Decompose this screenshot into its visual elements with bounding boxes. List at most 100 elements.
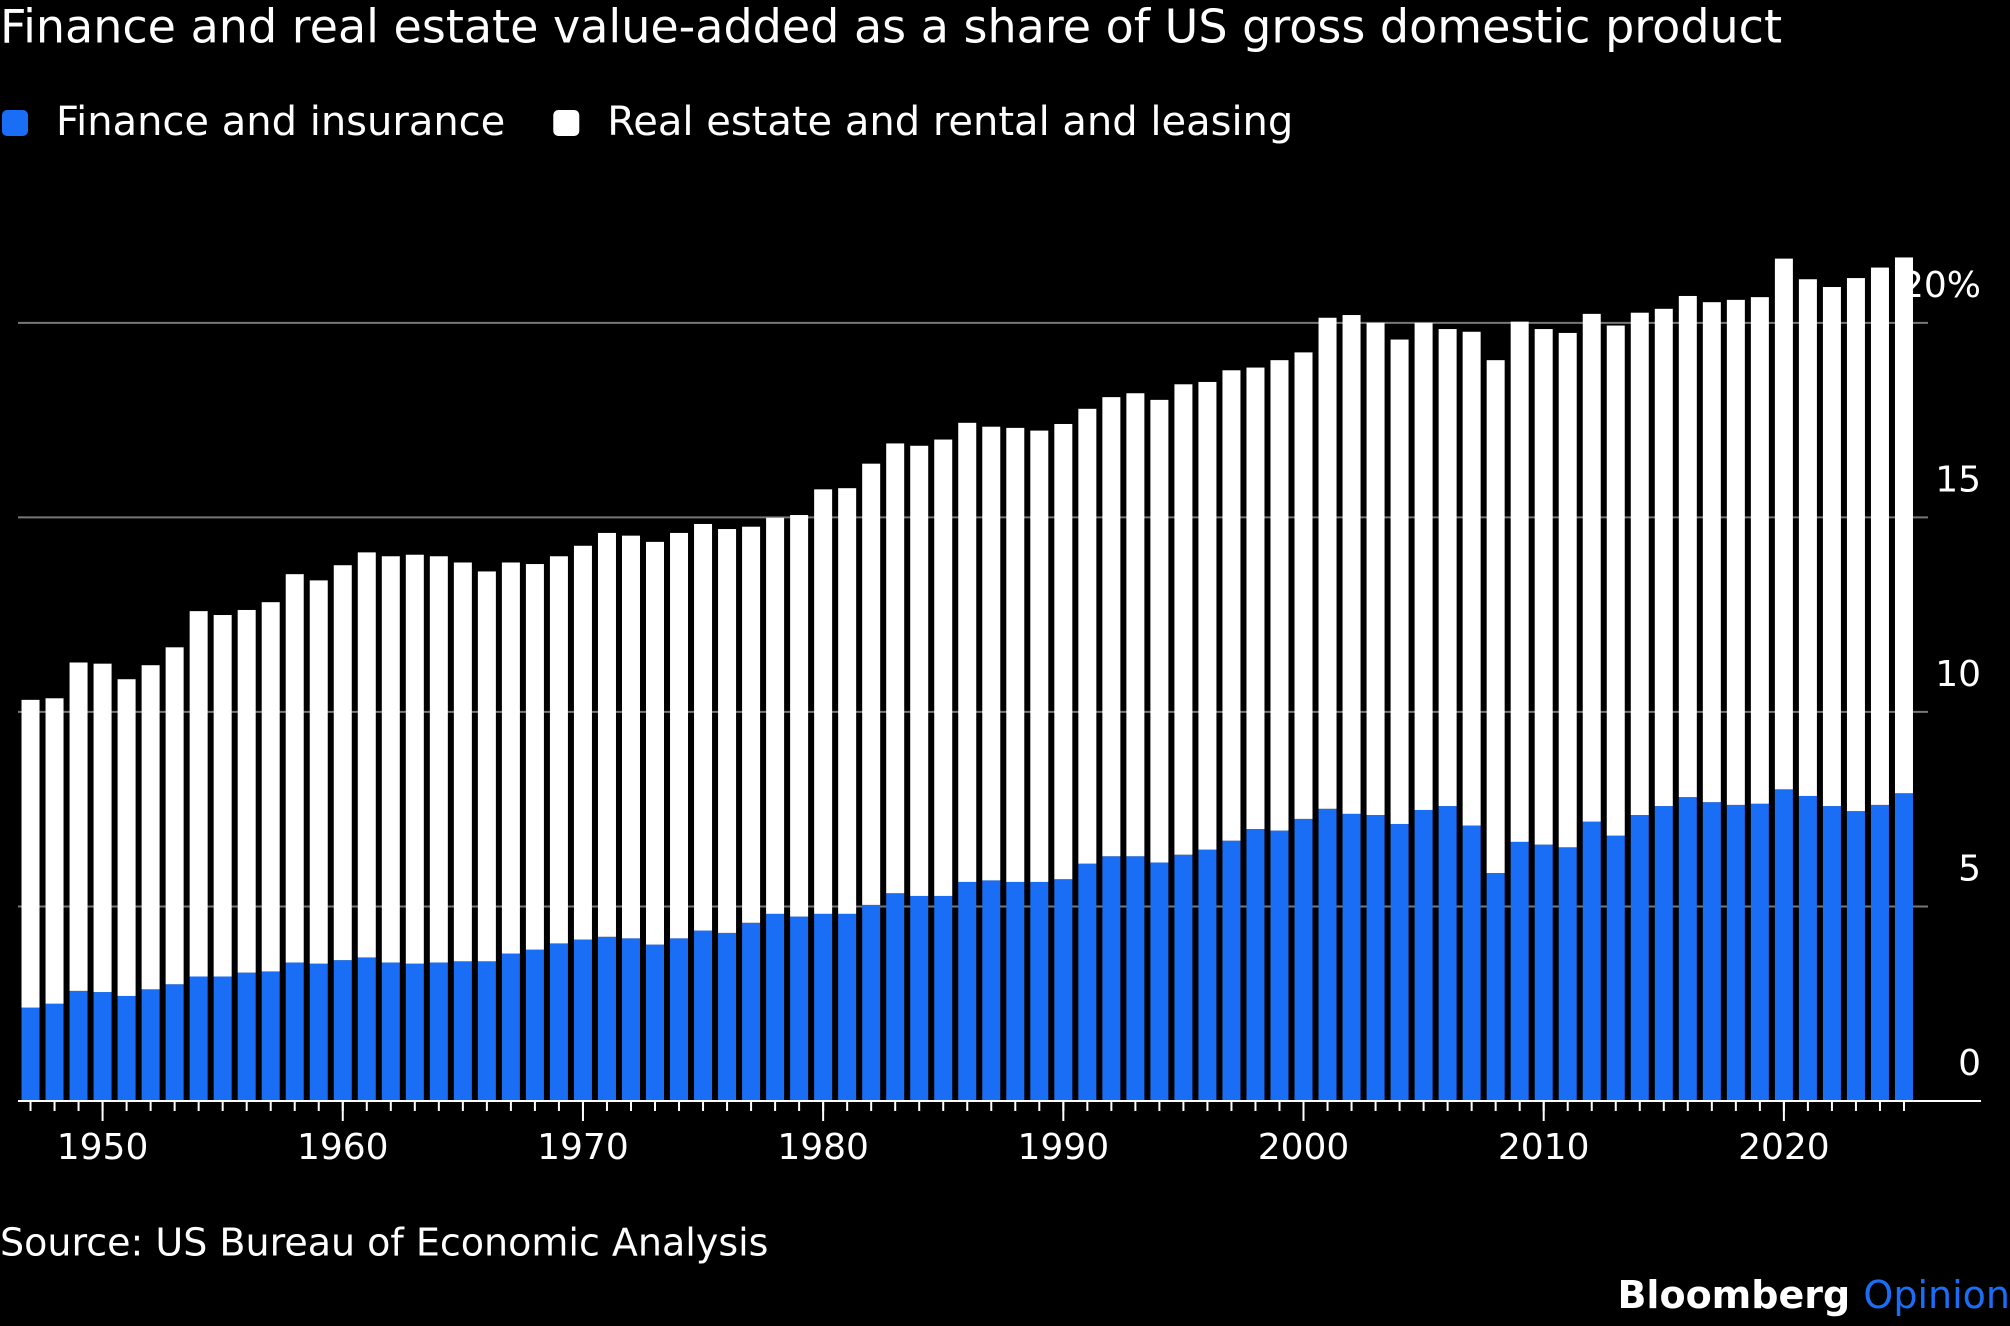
bar-segment <box>1030 430 1049 882</box>
bar-segment <box>1462 331 1481 826</box>
bar-segment <box>525 949 544 1101</box>
bar-segment <box>93 663 112 993</box>
bar-segment <box>934 895 953 1101</box>
bar-segment <box>1174 384 1193 855</box>
bar-segment <box>910 445 929 896</box>
bar-segment <box>1006 881 1025 1101</box>
bar-segment <box>886 443 905 894</box>
bar-segment <box>838 488 857 914</box>
bar-segment <box>333 960 352 1101</box>
bar-segment <box>357 552 376 958</box>
bar-segment <box>1246 367 1265 830</box>
bar-segment <box>621 535 640 939</box>
bar-segment <box>1486 872 1505 1101</box>
brand-name: Bloomberg <box>1617 1273 1850 1317</box>
bar-segment <box>1342 813 1361 1101</box>
bar-segment <box>1630 815 1649 1101</box>
legend-swatch <box>553 110 580 136</box>
bar-segment <box>670 532 689 939</box>
source: Source: US Bureau of Economic Analysis <box>0 1221 768 1265</box>
bar-segment <box>1126 393 1145 857</box>
x-tick-label: 2000 <box>1258 1127 1350 1168</box>
bar-segment <box>213 615 232 977</box>
bar-segment <box>862 463 881 905</box>
legend-swatch <box>2 110 28 136</box>
bar-segment <box>1654 308 1673 807</box>
bar-segment <box>1654 806 1673 1101</box>
bar-segment <box>501 953 520 1101</box>
bar-segment <box>958 881 977 1101</box>
bar-segment <box>1678 295 1697 798</box>
bar-segment <box>1294 352 1313 819</box>
bar-segment <box>381 556 400 963</box>
bar-segment <box>1678 797 1697 1101</box>
bar-segment <box>1174 854 1193 1101</box>
bar-segment <box>1150 399 1169 863</box>
bar-segment <box>237 609 256 973</box>
bar-segment <box>1582 313 1601 822</box>
y-tick-label: 10 <box>1935 654 1981 695</box>
brand-sub: Opinion <box>1863 1273 2010 1317</box>
bar-segment <box>790 916 809 1101</box>
y-tick-label: 5 <box>1958 848 1981 889</box>
bar-segment <box>766 913 785 1101</box>
bar-segment <box>285 574 304 963</box>
bar-segment <box>285 962 304 1101</box>
x-tick-label: 1960 <box>297 1127 389 1168</box>
bar-segment <box>1774 789 1793 1101</box>
bar-segment <box>742 526 761 923</box>
bar-segment <box>1822 806 1841 1101</box>
bar-segment <box>1270 360 1289 831</box>
bar-segment <box>1438 329 1457 807</box>
bar-segment <box>1270 830 1289 1101</box>
bar-segment <box>357 957 376 1101</box>
bar-segment <box>429 962 448 1101</box>
bar-segment <box>1798 279 1817 796</box>
bar-segment <box>1222 840 1241 1101</box>
bar-segment <box>1534 844 1553 1101</box>
bar-segment <box>670 938 689 1101</box>
bar-segment <box>1318 317 1337 809</box>
bar-segment <box>1366 815 1385 1101</box>
bar-segment <box>165 984 184 1101</box>
bar-segment <box>1846 278 1865 812</box>
bar-segment <box>69 662 88 991</box>
bar-segment <box>21 1007 40 1101</box>
bar-segment <box>1414 322 1433 810</box>
y-tick-label: 15 <box>1935 459 1981 500</box>
bar-segment <box>694 523 713 931</box>
bar-segment <box>1702 802 1721 1101</box>
brand: Bloomberg Opinion <box>1617 1273 2010 1317</box>
bar-segment <box>1342 315 1361 814</box>
bar-segment <box>718 529 737 933</box>
bar-segment <box>429 556 448 963</box>
bar-segment <box>1054 423 1073 880</box>
bar-segment <box>1030 881 1049 1101</box>
bar-segment <box>93 992 112 1101</box>
bar-segment <box>1702 302 1721 803</box>
bar-segment <box>1222 370 1241 841</box>
bar-segment <box>1510 841 1529 1101</box>
bar-segment <box>1102 856 1121 1101</box>
x-tick-label: 1950 <box>57 1127 149 1168</box>
bar-segment <box>1894 257 1913 794</box>
bar-segment <box>261 971 280 1101</box>
bar-segment <box>141 989 160 1101</box>
bar-segment <box>1246 829 1265 1101</box>
bar-segment <box>1390 823 1409 1101</box>
bar-segment <box>525 564 544 950</box>
bar-segment <box>165 647 184 985</box>
bar-segment <box>862 904 881 1101</box>
bar-segment <box>1486 360 1505 873</box>
bar-segment <box>646 541 665 945</box>
bar-segment <box>742 922 761 1101</box>
bar-segment <box>1822 287 1841 807</box>
bar-segment <box>982 880 1001 1101</box>
bar-segment <box>549 556 568 944</box>
bar-segment <box>1558 332 1577 848</box>
bar-segment <box>1606 325 1625 836</box>
bar-segment <box>261 602 280 972</box>
bar-segment <box>501 562 520 954</box>
bar-segment <box>1726 804 1745 1101</box>
bar-segment <box>1558 847 1577 1101</box>
